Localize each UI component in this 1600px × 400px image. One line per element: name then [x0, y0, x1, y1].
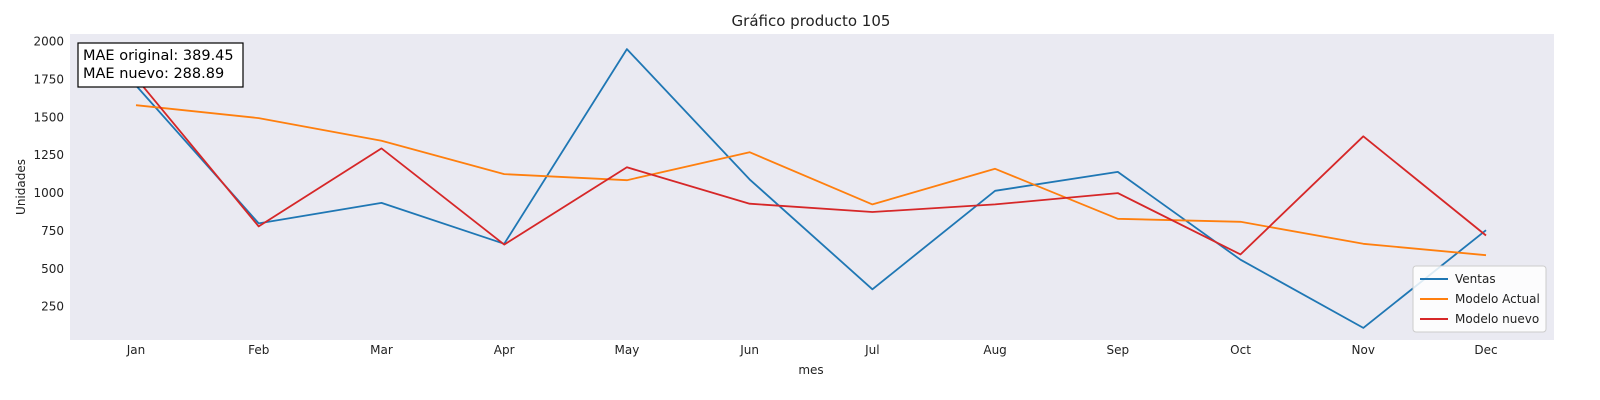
y-axis-label: Unidades	[14, 159, 28, 215]
series-line-modelo-actual	[135, 104, 1487, 257]
x-tick-label: Jul	[864, 343, 879, 357]
y-tick-label: 750	[41, 224, 64, 238]
x-tick-label: Feb	[248, 343, 269, 357]
y-tick-label: 1750	[33, 72, 64, 86]
series-lines	[135, 48, 1487, 329]
x-tick-label: Mar	[370, 343, 393, 357]
plot-area	[70, 34, 1554, 340]
y-axis-ticks: 250 500 750 1000 1250 1500 1750 2000	[33, 35, 64, 314]
x-tick-label: Apr	[494, 343, 515, 357]
legend-label-modelo-actual: Modelo Actual	[1455, 292, 1540, 306]
y-tick-label: 2000	[33, 35, 64, 49]
x-tick-label: Jun	[739, 343, 759, 357]
series-line-ventas	[135, 48, 1487, 329]
y-tick-label: 1500	[33, 110, 64, 124]
y-tick-label: 1250	[33, 148, 64, 162]
x-axis-label: mes	[798, 363, 823, 377]
x-tick-label: Aug	[983, 343, 1006, 357]
legend: Ventas Modelo Actual Modelo nuevo	[1412, 265, 1547, 333]
legend-box	[1412, 265, 1547, 333]
annotation-box	[77, 42, 244, 88]
y-tick-label: 250	[41, 300, 64, 314]
y-tick-label: 500	[41, 262, 64, 276]
x-tick-label: Nov	[1352, 343, 1375, 357]
annotation-line-nuevo: MAE nuevo: 288.89	[83, 66, 224, 82]
x-tick-label: May	[615, 343, 640, 357]
x-tick-label: Oct	[1230, 343, 1251, 357]
mae-annotation: MAE original: 389.45 MAE nuevo: 288.89	[77, 42, 244, 88]
x-tick-label: Jan	[126, 343, 146, 357]
chart-title: Gráfico producto 105	[732, 12, 891, 30]
x-tick-label: Dec	[1474, 343, 1497, 357]
legend-label-ventas: Ventas	[1455, 272, 1496, 286]
x-tick-label: Sep	[1107, 343, 1130, 357]
legend-label-modelo-nuevo: Modelo nuevo	[1455, 312, 1539, 326]
series-line-modelo-nuevo	[135, 77, 1487, 256]
x-axis-ticks: Jan Feb Mar Apr May Jun Jul Aug Sep Oct Nov Dec	[126, 343, 1498, 357]
y-tick-label: 1000	[33, 186, 64, 200]
annotation-line-original: MAE original: 389.45	[83, 48, 234, 64]
